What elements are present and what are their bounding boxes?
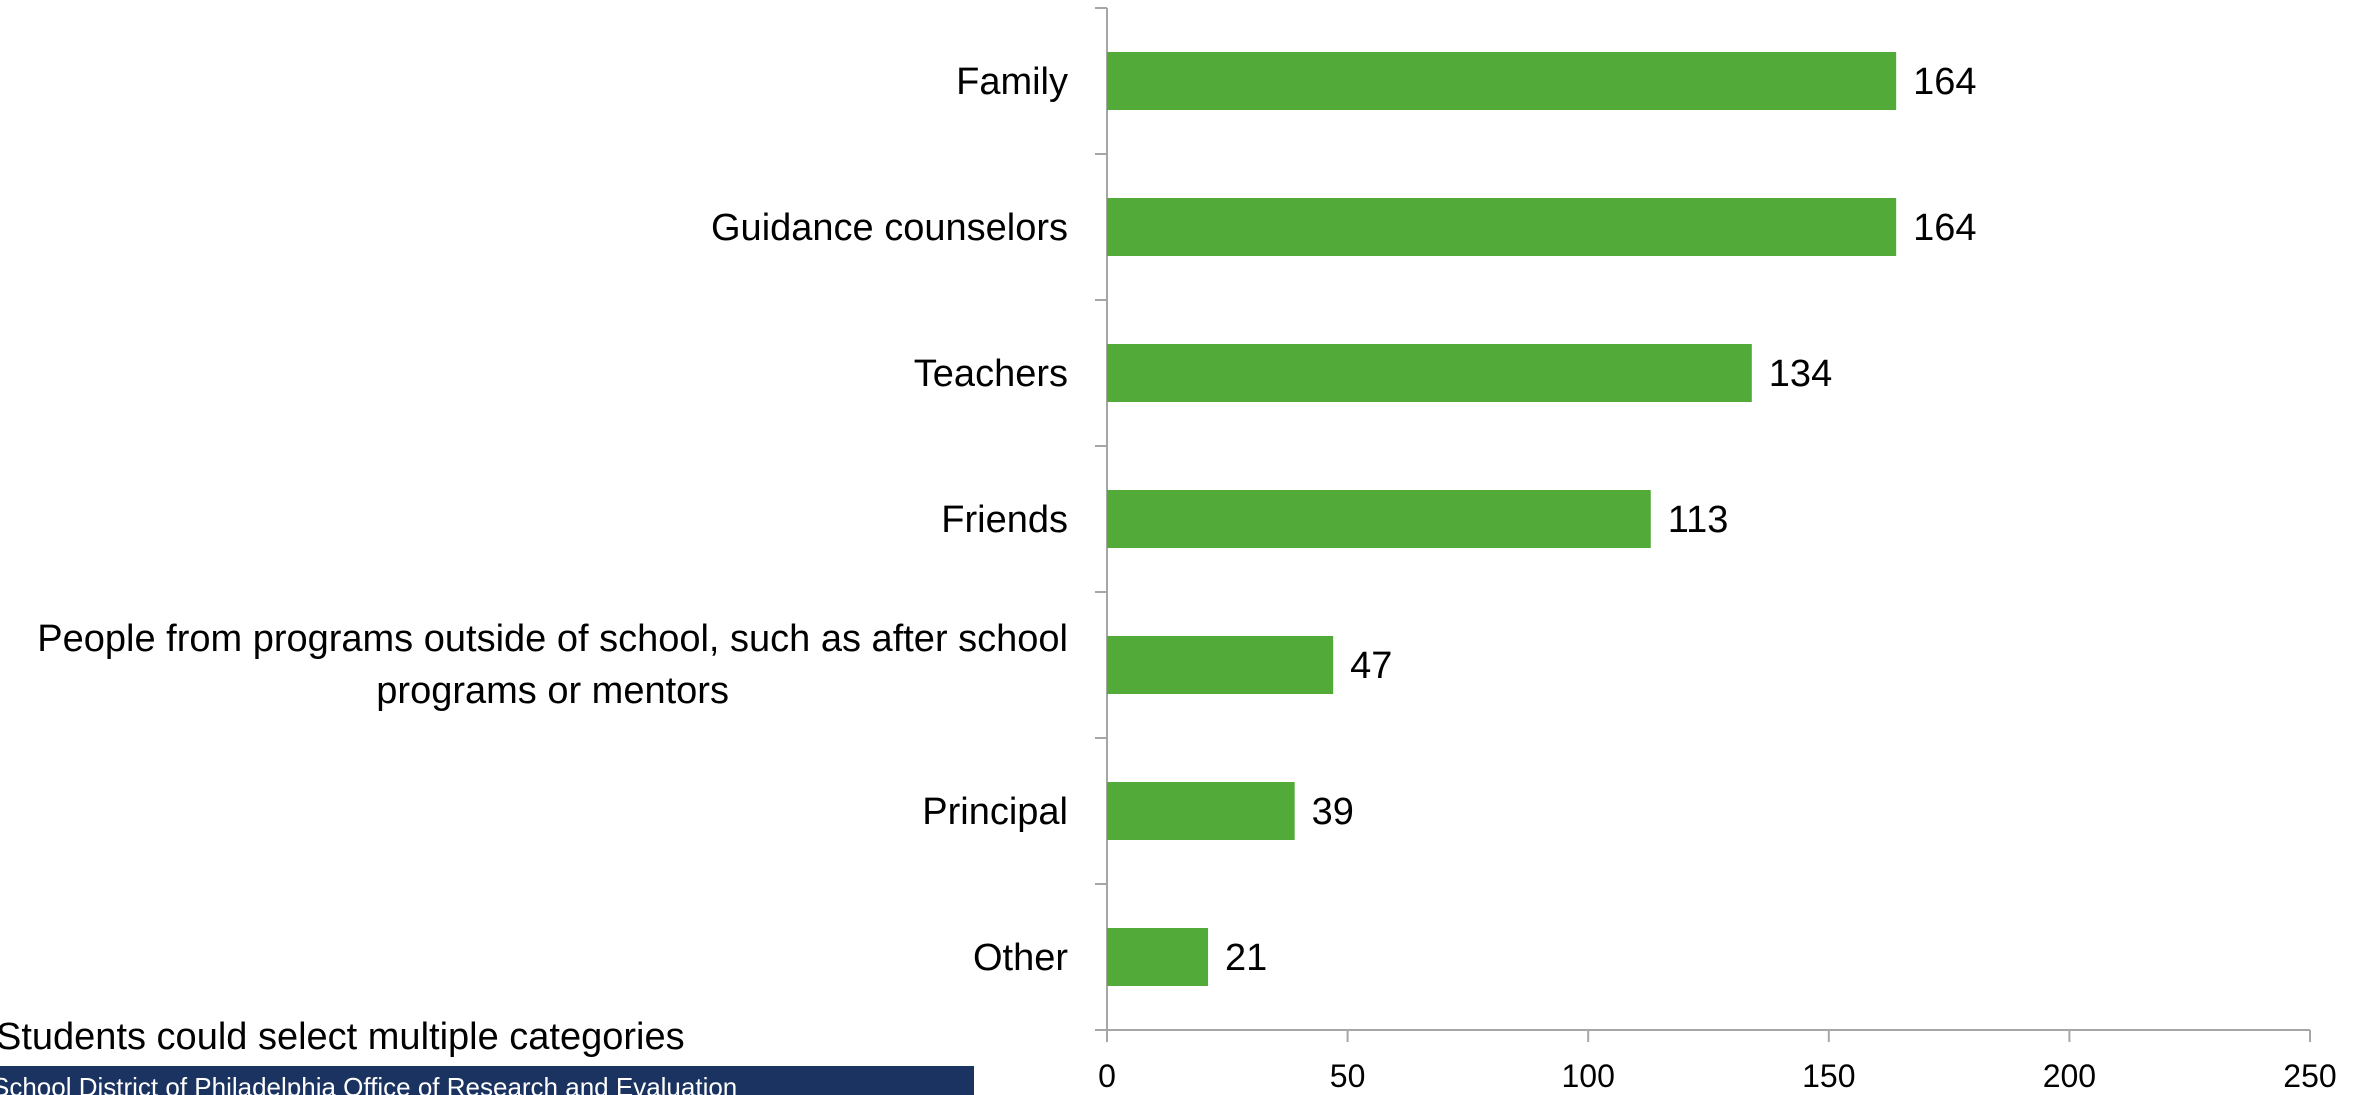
x-tick-label: 150 [1802, 1058, 1855, 1094]
data-label: 134 [1769, 353, 1832, 395]
footer-text: School District of Philadelphia Office o… [0, 1072, 738, 1095]
label-layer: 164 Family 164 Guidance counselors 134 Teache… [37, 61, 1976, 979]
category-label: Other [973, 937, 1068, 979]
bar [1107, 490, 1651, 548]
x-tick-label: 200 [2043, 1058, 2096, 1094]
x-tick-label: 50 [1330, 1058, 1366, 1094]
category-label-continuation: programs or mentors [376, 670, 729, 712]
bar [1107, 928, 1209, 986]
data-label: 164 [1913, 207, 1976, 249]
bar [1107, 636, 1334, 694]
bar [1107, 52, 1897, 110]
footnote: Students could select multiple categorie… [0, 1016, 685, 1058]
data-label: 47 [1350, 645, 1392, 687]
bar [1107, 344, 1752, 402]
category-label: Teachers [914, 353, 1068, 395]
x-tick-label: 100 [1562, 1058, 1615, 1094]
axis-layer: 0 50 100 150 200 250 [1095, 7, 2337, 1094]
category-label: Principal [922, 791, 1068, 833]
data-label: 113 [1668, 499, 1729, 541]
footer-bar: School District of Philadelphia Office o… [0, 1066, 974, 1095]
data-label: 39 [1312, 791, 1354, 833]
bar-layer [1107, 52, 1897, 986]
data-label: 21 [1225, 937, 1267, 979]
category-label: Guidance counselors [711, 207, 1068, 249]
bar [1107, 782, 1295, 840]
category-label: Family [956, 61, 1068, 103]
category-label: People from programs outside of school, … [37, 618, 1068, 660]
x-tick-label: 250 [2283, 1058, 2336, 1094]
category-label: Friends [941, 499, 1068, 541]
x-tick-label: 0 [1098, 1058, 1116, 1094]
data-label: 164 [1913, 61, 1976, 103]
bar [1107, 198, 1897, 256]
